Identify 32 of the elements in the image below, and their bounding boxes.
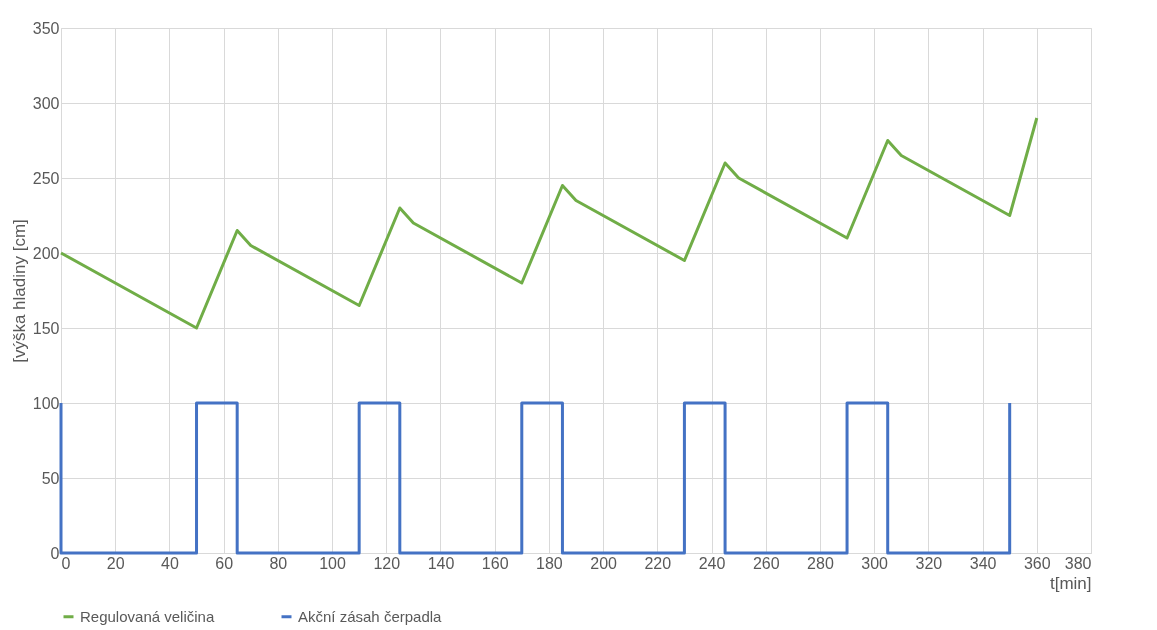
x-tick-label: 260 — [752, 554, 780, 572]
x-tick-label: 80 — [269, 554, 288, 572]
x-tick-label: 360 — [1023, 554, 1051, 572]
x-tick-label: 380 — [1064, 554, 1092, 572]
x-tick-label: 60 — [215, 554, 234, 572]
x-tick-label: 220 — [644, 554, 672, 572]
x-tick-label: 100 — [319, 554, 346, 572]
y-axis-title: [výška hladiny [cm] — [9, 219, 29, 363]
x-tick-label: 120 — [373, 554, 401, 572]
legend-label: Akční zásah čerpadla — [298, 607, 443, 625]
legend-label: Regulovaná veličina — [80, 607, 215, 625]
x-tick-label: 300 — [861, 554, 889, 572]
x-tick-label: 240 — [698, 554, 726, 572]
x-tick-label: 180 — [536, 554, 563, 572]
y-tick-label: 150 — [32, 319, 60, 337]
x-axis-title: t[min] — [1049, 573, 1092, 593]
y-tick-label: 300 — [32, 94, 60, 112]
y-tick-label: 350 — [32, 19, 60, 37]
y-tick-label: 200 — [32, 244, 60, 262]
x-tick-label: 200 — [590, 554, 618, 572]
x-tick-label: 20 — [106, 554, 125, 572]
x-tick-label: 140 — [427, 554, 455, 572]
y-tick-label: 100 — [32, 394, 60, 412]
x-tick-label: 40 — [161, 554, 179, 572]
x-tick-label: 160 — [481, 554, 509, 572]
x-tick-label: 340 — [969, 554, 997, 572]
x-tick-label: 320 — [915, 554, 943, 572]
line-series — [59, 116, 1039, 330]
x-tick-label: 0 — [61, 554, 71, 572]
x-tick-label: 280 — [807, 554, 834, 572]
y-tick-label: 50 — [41, 469, 60, 487]
y-tick-label: 250 — [32, 169, 60, 187]
